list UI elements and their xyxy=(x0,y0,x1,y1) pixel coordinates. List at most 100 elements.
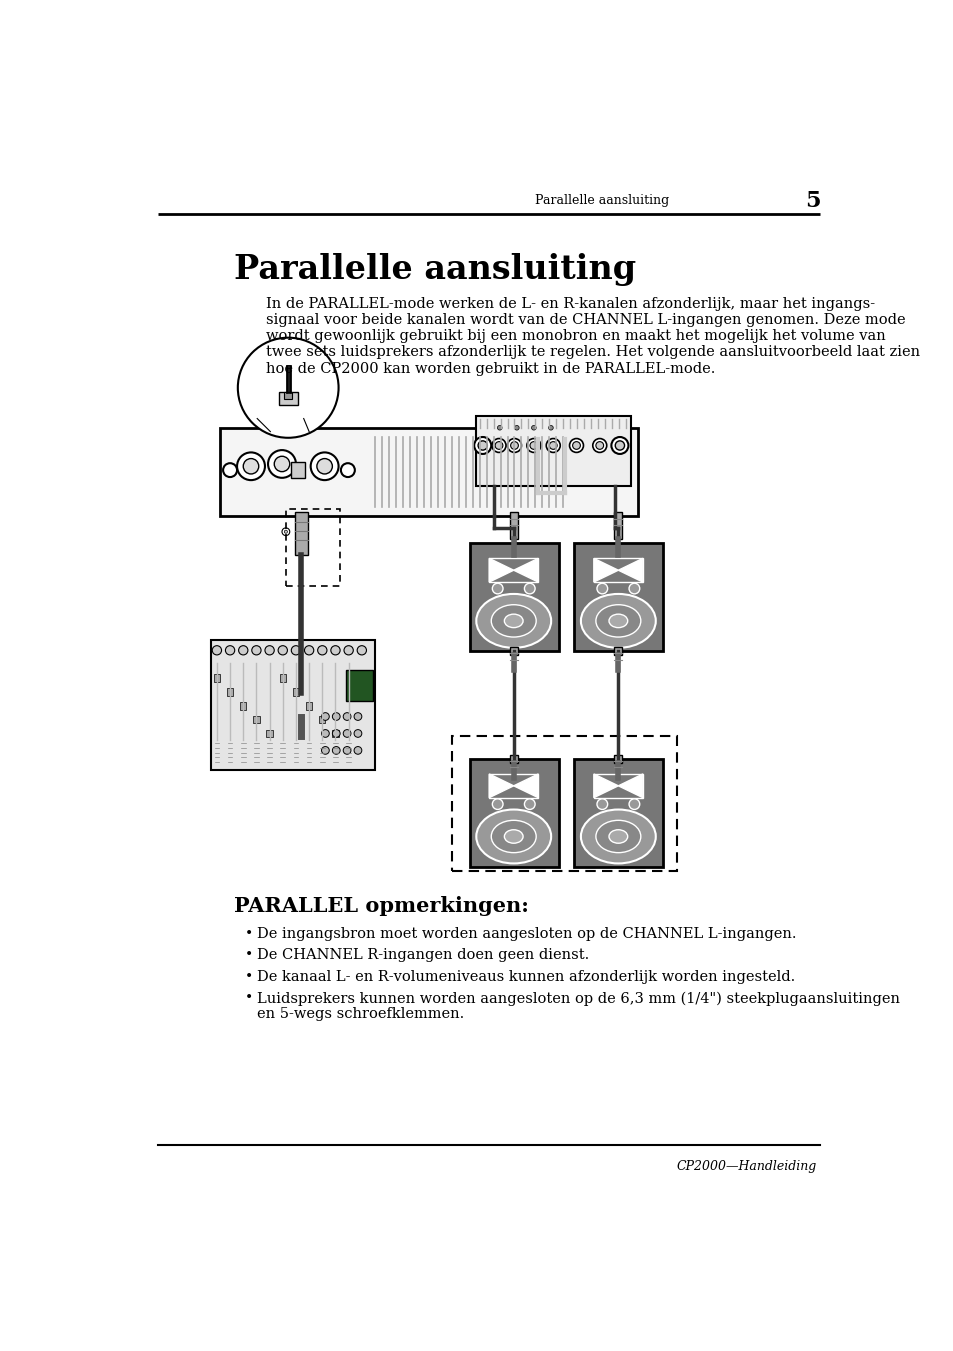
Circle shape xyxy=(243,458,258,474)
Text: twee sets luidsprekers afzonderlijk te regelen. Het volgende aansluitvoorbeeld l: twee sets luidsprekers afzonderlijk te r… xyxy=(266,346,920,359)
Bar xyxy=(614,512,621,539)
Bar xyxy=(279,674,286,682)
Circle shape xyxy=(526,439,540,453)
Bar xyxy=(574,759,662,867)
Circle shape xyxy=(268,450,295,478)
Circle shape xyxy=(546,439,559,453)
Circle shape xyxy=(507,439,521,453)
Circle shape xyxy=(344,646,353,655)
Circle shape xyxy=(548,426,553,430)
Polygon shape xyxy=(513,774,537,797)
Bar xyxy=(332,730,338,738)
Circle shape xyxy=(628,584,639,594)
Bar xyxy=(509,755,517,763)
Polygon shape xyxy=(593,774,618,797)
Bar xyxy=(213,674,220,682)
Bar xyxy=(593,774,642,797)
Circle shape xyxy=(236,453,265,480)
Bar xyxy=(227,688,233,696)
Text: Parallelle aansluiting: Parallelle aansluiting xyxy=(233,253,636,286)
Ellipse shape xyxy=(491,820,536,852)
Circle shape xyxy=(223,463,236,477)
Circle shape xyxy=(477,440,487,450)
Circle shape xyxy=(354,713,361,720)
Circle shape xyxy=(597,584,607,594)
Text: CP2000—Handleiding: CP2000—Handleiding xyxy=(676,1161,816,1174)
Text: De CHANNEL R-ingangen doen geen dienst.: De CHANNEL R-ingangen doen geen dienst. xyxy=(257,948,589,962)
Circle shape xyxy=(354,730,361,738)
Circle shape xyxy=(212,646,221,655)
Text: wordt gewoonlijk gebruikt bij een monobron en maakt het mogelijk het volume van: wordt gewoonlijk gebruikt bij een monobr… xyxy=(266,330,885,343)
Text: De ingangsbron moet worden aangesloten op de CHANNEL L-ingangen.: De ingangsbron moet worden aangesloten o… xyxy=(257,927,796,940)
Circle shape xyxy=(572,442,579,450)
Text: Luidsprekers kunnen worden aangesloten op de 6,3 mm (1/4") steekplugaansluitinge: Luidsprekers kunnen worden aangesloten o… xyxy=(257,992,900,1005)
Text: In de PARALLEL-mode werken de L- en R-kanalen afzonderlijk, maar het ingangs-: In de PARALLEL-mode werken de L- en R-ka… xyxy=(266,297,875,311)
Circle shape xyxy=(332,730,340,738)
Circle shape xyxy=(569,439,583,453)
Circle shape xyxy=(524,584,535,594)
Circle shape xyxy=(278,646,287,655)
Circle shape xyxy=(628,798,639,809)
Bar xyxy=(294,512,307,555)
Circle shape xyxy=(291,646,300,655)
Polygon shape xyxy=(593,558,618,582)
Circle shape xyxy=(474,436,491,454)
Ellipse shape xyxy=(476,809,551,863)
Bar xyxy=(489,774,537,797)
Bar xyxy=(469,543,558,651)
Circle shape xyxy=(343,730,351,738)
Circle shape xyxy=(492,584,502,594)
Circle shape xyxy=(524,798,535,809)
Circle shape xyxy=(265,646,274,655)
Bar xyxy=(319,716,325,723)
Circle shape xyxy=(531,426,536,430)
Circle shape xyxy=(354,747,361,754)
Bar xyxy=(614,755,621,763)
Circle shape xyxy=(225,646,234,655)
Polygon shape xyxy=(489,558,513,582)
Circle shape xyxy=(596,442,603,450)
Circle shape xyxy=(530,442,537,450)
Ellipse shape xyxy=(504,830,522,843)
Bar xyxy=(286,508,340,585)
Bar xyxy=(593,558,642,582)
Circle shape xyxy=(321,730,329,738)
Text: •: • xyxy=(245,927,253,940)
Circle shape xyxy=(492,798,502,809)
Bar xyxy=(266,730,273,738)
Text: Parallelle aansluiting: Parallelle aansluiting xyxy=(535,195,669,207)
Ellipse shape xyxy=(596,820,640,852)
Bar xyxy=(469,759,558,867)
Circle shape xyxy=(237,338,338,438)
Circle shape xyxy=(311,453,338,480)
Circle shape xyxy=(597,798,607,809)
Circle shape xyxy=(356,646,366,655)
Circle shape xyxy=(332,713,340,720)
Text: en 5-wegs schroefklemmen.: en 5-wegs schroefklemmen. xyxy=(257,1006,464,1021)
Circle shape xyxy=(615,440,624,450)
Bar xyxy=(346,670,373,701)
Text: •: • xyxy=(245,970,253,984)
Circle shape xyxy=(611,436,628,454)
Circle shape xyxy=(343,747,351,754)
Bar xyxy=(253,716,259,723)
Bar xyxy=(284,392,292,400)
Polygon shape xyxy=(618,558,642,582)
Circle shape xyxy=(492,439,505,453)
Circle shape xyxy=(238,646,248,655)
Bar xyxy=(614,647,621,655)
Ellipse shape xyxy=(580,809,655,863)
Text: De kanaal L- en R-volumeniveaus kunnen afzonderlijk worden ingesteld.: De kanaal L- en R-volumeniveaus kunnen a… xyxy=(257,970,795,984)
Bar xyxy=(220,428,638,516)
Bar xyxy=(278,392,297,405)
Polygon shape xyxy=(489,774,513,797)
Circle shape xyxy=(321,713,329,720)
Circle shape xyxy=(343,713,351,720)
Circle shape xyxy=(332,747,340,754)
Bar xyxy=(291,462,305,478)
Bar xyxy=(509,512,517,539)
Text: •: • xyxy=(245,992,253,1005)
Circle shape xyxy=(274,457,290,471)
Circle shape xyxy=(510,442,517,450)
Circle shape xyxy=(495,442,502,450)
